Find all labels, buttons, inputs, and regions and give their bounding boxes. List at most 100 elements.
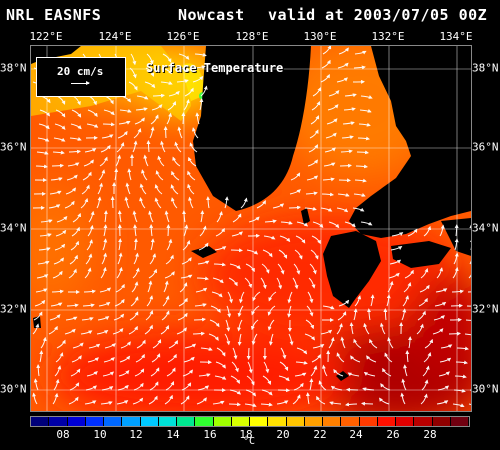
current-vector xyxy=(240,197,248,209)
current-vector xyxy=(420,268,429,279)
current-vector xyxy=(311,354,321,363)
current-vector xyxy=(103,224,108,237)
current-vector xyxy=(262,249,273,258)
current-vector xyxy=(85,385,97,391)
current-vector xyxy=(320,74,330,83)
current-vector xyxy=(380,383,391,391)
current-vector xyxy=(296,347,308,355)
current-vector xyxy=(320,207,333,212)
colorbar-tick: 08 xyxy=(56,428,70,441)
current-vector xyxy=(232,213,242,223)
current-vector xyxy=(116,142,125,153)
current-vector xyxy=(72,342,84,349)
current-vector xyxy=(359,108,372,113)
current-vector xyxy=(38,247,51,252)
current-vector xyxy=(38,123,50,130)
current-vector xyxy=(69,254,78,265)
current-vector xyxy=(422,365,430,377)
current-vector xyxy=(87,224,94,237)
current-vectors xyxy=(32,46,471,407)
current-vector xyxy=(71,355,82,363)
current-vector xyxy=(82,303,95,308)
current-vector xyxy=(51,289,64,294)
current-vector xyxy=(52,150,65,155)
current-vector xyxy=(361,401,374,406)
current-vector xyxy=(139,197,146,209)
current-vector xyxy=(246,249,259,255)
current-vector xyxy=(55,352,64,363)
current-vector xyxy=(148,210,154,223)
current-vector xyxy=(97,182,104,195)
current-vector xyxy=(363,371,376,377)
current-vector xyxy=(64,328,76,335)
current-vector xyxy=(146,295,154,307)
current-vector xyxy=(177,67,190,71)
current-vector xyxy=(154,197,162,209)
current-vector xyxy=(39,109,51,117)
colorbar-cell xyxy=(104,417,123,426)
current-vector xyxy=(80,330,93,335)
colorbar-cell xyxy=(85,417,104,426)
velocity-legend-label: 20 cm/s xyxy=(57,65,104,78)
current-vector xyxy=(268,333,274,346)
current-vector xyxy=(311,100,321,111)
current-vector xyxy=(163,280,169,293)
current-vector xyxy=(231,361,239,373)
current-vector xyxy=(157,155,165,167)
colorbar-cell xyxy=(396,417,415,426)
current-vector xyxy=(433,315,445,321)
current-vector xyxy=(360,95,373,99)
current-vector xyxy=(214,246,227,251)
current-vector xyxy=(84,148,97,153)
current-vector xyxy=(360,221,373,226)
current-vector xyxy=(88,210,95,223)
current-vector xyxy=(290,172,301,181)
current-vector xyxy=(194,303,207,308)
current-vector xyxy=(162,53,172,63)
current-vector xyxy=(237,305,244,318)
current-vector xyxy=(71,226,80,237)
current-vector xyxy=(100,266,107,279)
current-vector xyxy=(99,156,108,167)
current-vector xyxy=(180,274,193,279)
current-vector xyxy=(36,364,41,377)
current-vector xyxy=(118,370,130,377)
current-vector xyxy=(439,224,445,237)
current-vector xyxy=(49,314,61,321)
current-vector xyxy=(402,364,408,377)
current-vector xyxy=(256,200,266,209)
korea-peninsula xyxy=(193,46,311,211)
current-vector xyxy=(292,277,299,290)
current-vector xyxy=(193,317,206,322)
colorbar-cell xyxy=(432,417,451,426)
current-vector xyxy=(214,375,227,380)
current-vector xyxy=(469,252,471,265)
current-vector xyxy=(40,219,53,224)
current-vector xyxy=(328,336,335,349)
current-vector xyxy=(149,381,159,391)
current-vector xyxy=(363,322,370,335)
current-vector xyxy=(322,46,332,55)
current-vector xyxy=(181,112,186,125)
current-vector xyxy=(155,170,164,181)
current-vector xyxy=(200,210,205,223)
current-vector xyxy=(52,392,59,405)
current-vector xyxy=(165,254,174,265)
current-vector xyxy=(342,121,355,126)
lon-label-122: 122°E xyxy=(29,30,63,43)
sst-map[interactable] xyxy=(30,45,472,412)
current-vector xyxy=(466,305,471,307)
current-vector xyxy=(168,90,180,97)
current-vector xyxy=(353,193,366,197)
current-vector xyxy=(312,344,325,349)
current-vector xyxy=(148,268,158,279)
current-vector xyxy=(419,284,430,293)
current-vector xyxy=(305,191,318,196)
current-vector xyxy=(129,311,139,321)
current-vector xyxy=(40,336,47,349)
current-vector xyxy=(379,322,386,335)
current-vector xyxy=(248,216,260,223)
current-vector xyxy=(176,327,187,335)
current-vector xyxy=(279,235,291,243)
current-vector xyxy=(136,95,149,100)
